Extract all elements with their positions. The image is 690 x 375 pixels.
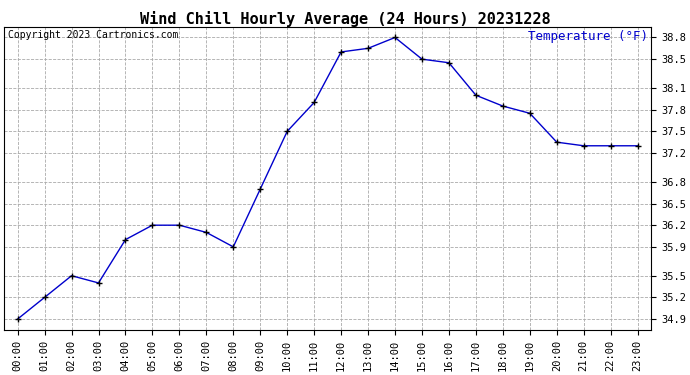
Text: Temperature (°F): Temperature (°F) (528, 30, 648, 44)
Text: Copyright 2023 Cartronics.com: Copyright 2023 Cartronics.com (8, 30, 178, 40)
Text: Wind Chill Hourly Average (24 Hours) 20231228: Wind Chill Hourly Average (24 Hours) 202… (139, 11, 551, 27)
